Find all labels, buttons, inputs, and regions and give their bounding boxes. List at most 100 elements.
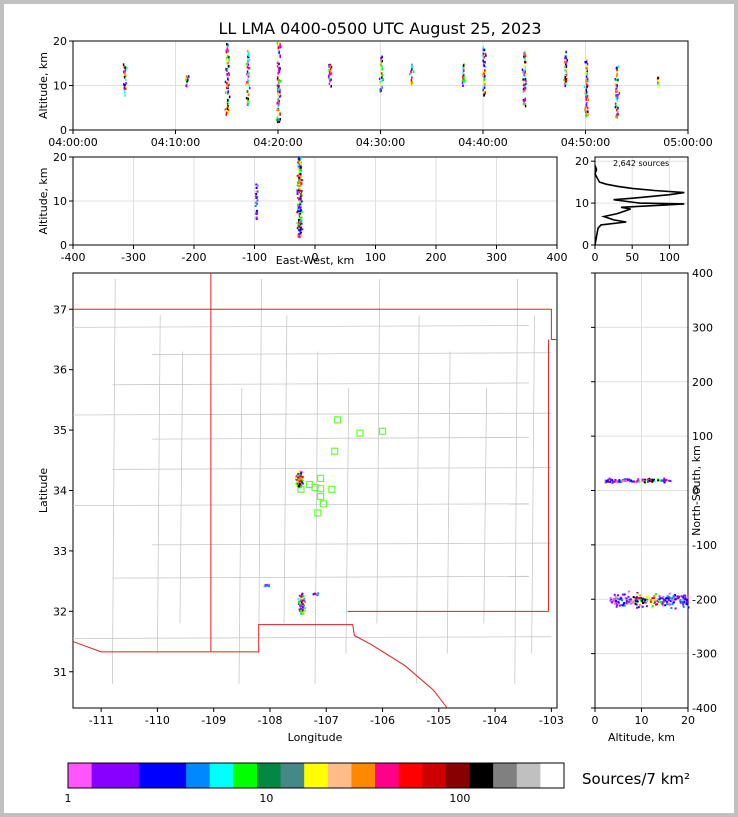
source-point [483,90,485,94]
source-point [524,54,527,58]
source-point [378,77,381,81]
source-point [612,599,615,602]
source-point [683,594,686,597]
source-point [668,592,671,595]
source-point [227,110,230,114]
source-point [381,76,383,79]
source-point [246,83,248,87]
source-point [609,478,612,481]
source-point [276,120,279,124]
source-point [684,598,687,601]
source-point [300,231,303,234]
y-tick-label: 37 [53,303,67,316]
x-tick-label: -109 [201,714,226,727]
source-point [686,596,689,599]
source-point [682,598,685,601]
source-point [247,78,249,82]
source-point [124,68,127,72]
source-point [187,79,189,82]
source-point [483,64,486,67]
source-point [299,609,302,612]
source-point [664,599,667,602]
source-point [679,599,682,602]
source-point [604,481,607,484]
source-point [585,68,587,72]
source-point [620,597,623,600]
lma-station-marker [331,447,339,455]
source-point [583,85,586,88]
source-point [616,70,619,73]
source-point [524,102,526,106]
source-point [482,48,485,52]
source-point [298,187,301,190]
county-border [179,351,184,624]
source-point [300,472,303,475]
source-point [122,63,125,66]
source-point [277,46,280,50]
source-point [298,185,301,188]
x-tick-label: -111 [89,714,114,727]
source-point [299,200,302,203]
source-point [585,94,587,97]
source-point [382,78,384,81]
lma-station-marker [333,416,342,424]
source-point [565,68,568,71]
source-point [564,60,566,64]
source-point [618,598,621,601]
source-point [380,64,383,68]
y-tick-label: 36 [53,364,67,377]
source-point [586,106,589,110]
source-point [669,479,672,482]
colorbar-swatch [115,763,140,788]
source-point [227,61,229,65]
source-point [651,597,654,600]
source-point [524,66,527,69]
source-point [297,208,300,211]
source-point [482,85,485,89]
source-point [245,96,248,100]
source-point [653,601,656,604]
source-point [381,72,383,75]
source-point [247,75,250,78]
source-point [646,478,649,481]
x-tick-label: 200 [426,251,447,264]
source-point [300,471,303,474]
source-point [565,70,567,73]
county-border [314,351,319,684]
source-point [523,83,525,87]
source-point [608,477,611,480]
source-point [640,597,643,600]
source-point [521,68,524,72]
source-point [123,86,125,90]
source-point [609,480,612,483]
source-point [277,108,280,112]
source-point [634,596,637,599]
source-point [381,79,383,82]
source-point [300,200,303,203]
county-border [258,279,262,654]
source-point [663,481,666,484]
source-point [297,210,300,213]
source-point [628,480,631,483]
source-point [187,75,190,78]
colorbar-swatch [540,763,565,788]
source-point [330,72,333,75]
source-point [585,112,588,115]
source-point [657,79,660,83]
source-point [647,597,650,600]
source-point [329,65,331,68]
source-point [228,65,231,68]
source-point [226,47,229,51]
source-point [330,78,332,81]
source-point [126,66,128,70]
source-point [278,81,280,84]
source-point [299,189,302,192]
source-point [302,595,305,598]
source-point [276,65,279,68]
source-point [267,585,270,588]
x-tick-label: -106 [370,714,395,727]
source-point [686,601,689,604]
source-point [226,68,229,72]
x-tick-label: 04:00:00 [48,136,97,149]
source-point [623,604,626,607]
